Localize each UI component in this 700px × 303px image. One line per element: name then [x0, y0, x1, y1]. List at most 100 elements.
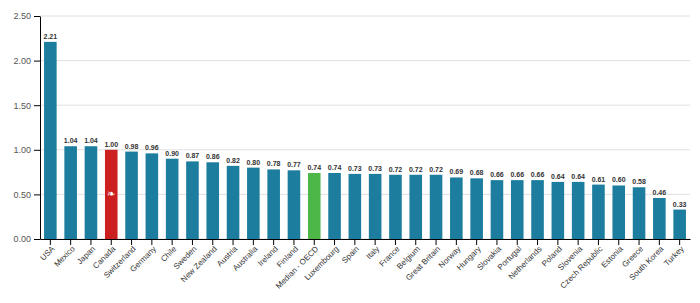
x-tick-label: Switzerland [102, 244, 138, 280]
data-label: 0.64 [571, 173, 585, 180]
bar [531, 180, 544, 239]
bar [64, 146, 77, 239]
x-tick-label: Spain [340, 244, 361, 265]
data-label: 0.74 [307, 164, 321, 171]
data-label: 0.72 [409, 166, 423, 173]
bar [491, 180, 504, 239]
data-label: 0.96 [145, 144, 159, 151]
bar [349, 174, 362, 239]
grid-line [40, 16, 690, 17]
data-label: 0.66 [531, 171, 545, 178]
data-label: 0.64 [551, 173, 565, 180]
x-tick-mark [679, 239, 680, 245]
bar [105, 150, 118, 239]
data-label: 0.68 [470, 169, 484, 176]
x-tick-mark [517, 239, 518, 245]
data-label: 0.87 [186, 152, 200, 159]
data-label: 0.78 [267, 160, 281, 167]
x-tick-label: Turkey [662, 244, 685, 267]
data-label: 0.73 [348, 165, 362, 172]
x-tick-mark [212, 239, 213, 245]
x-tick-mark [578, 239, 579, 245]
y-tick: 0.00 [13, 234, 40, 244]
data-label: 0.82 [226, 157, 240, 164]
x-tick-label: New Zealand [179, 244, 219, 284]
y-axis: 0.000.501.001.502.002.50 [13, 11, 40, 244]
x-tick: Spain [340, 239, 361, 265]
x-tick: Mexico [52, 239, 77, 269]
x-tick-mark [354, 239, 355, 245]
data-label: 1.04 [84, 137, 98, 144]
x-tick: USA [38, 239, 56, 262]
y-axis-line [40, 17, 41, 240]
x-tick-label: Luxembourg [303, 244, 341, 282]
x-tick-mark [375, 239, 376, 245]
x-tick: Switzerland [102, 239, 138, 280]
data-label: 0.69 [450, 168, 464, 175]
y-tick-label: 2.50 [13, 11, 31, 21]
y-tick: 1.00 [13, 145, 40, 155]
y-tick: 2.00 [13, 56, 40, 66]
bar [267, 169, 280, 239]
bar [612, 185, 625, 239]
x-tick-mark [293, 239, 294, 245]
x-tick: Australia [231, 239, 260, 273]
data-labels: 2.211.041.041.000.980.960.900.870.860.82… [44, 33, 687, 208]
x-tick-mark [537, 239, 538, 245]
data-label: 0.86 [206, 153, 220, 160]
x-tick: Germany [128, 239, 158, 274]
x-tick-mark [314, 239, 315, 245]
y-tick-label: 1.50 [13, 101, 31, 111]
x-tick-mark [131, 239, 132, 245]
x-tick-mark [334, 239, 335, 245]
x-tick-mark [598, 239, 599, 245]
data-label: 0.66 [490, 171, 504, 178]
y-tick-label: 0.00 [13, 234, 31, 244]
data-label: 0.77 [287, 161, 301, 168]
x-tick-mark [233, 239, 234, 245]
data-label: 0.33 [673, 201, 687, 208]
x-tick-mark [253, 239, 254, 245]
x-tick-label: Germany [128, 244, 158, 274]
data-label: 0.72 [389, 166, 403, 173]
data-label: 0.46 [653, 189, 667, 196]
bar [430, 175, 443, 239]
x-tick-mark [273, 239, 274, 245]
bar [673, 210, 686, 239]
data-label: 0.80 [247, 159, 261, 166]
x-tick-label: South Korea [628, 244, 666, 282]
y-tick-label: 2.00 [13, 56, 31, 66]
bar [186, 161, 199, 239]
y-tick-mark [34, 105, 40, 106]
data-label: 0.61 [592, 176, 606, 183]
annotations: ❧ [107, 188, 115, 199]
x-tick-mark [395, 239, 396, 245]
y-tick-mark [34, 239, 40, 240]
bars [44, 42, 686, 239]
bar [511, 180, 524, 239]
data-label: 1.00 [104, 141, 118, 148]
x-tick-mark [111, 239, 112, 245]
x-tick-mark [618, 239, 619, 245]
y-tick-mark [34, 194, 40, 195]
bar [633, 187, 646, 239]
y-tick: 1.50 [13, 101, 40, 111]
x-tick-mark [456, 239, 457, 245]
x-tick-mark [659, 239, 660, 245]
x-tick-mark [557, 239, 558, 245]
x-tick-mark [639, 239, 640, 245]
bar [288, 170, 301, 239]
bar [227, 166, 240, 239]
x-tick-mark [496, 239, 497, 245]
bar [146, 153, 159, 239]
x-tick: Netherlands [507, 239, 544, 281]
data-label: 0.73 [368, 165, 382, 172]
data-label: 0.72 [429, 166, 443, 173]
data-label: 0.58 [632, 178, 646, 185]
bar [206, 162, 219, 239]
data-label: 0.74 [328, 164, 342, 171]
bar [85, 146, 98, 239]
data-label: 0.98 [125, 143, 139, 150]
bar [572, 182, 585, 239]
x-tick: Luxembourg [303, 239, 341, 282]
